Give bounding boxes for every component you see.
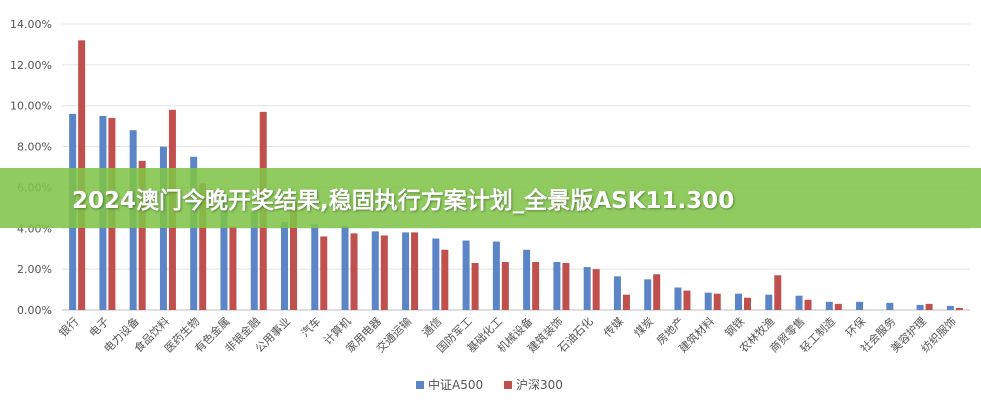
bar	[592, 269, 600, 310]
bar	[674, 287, 682, 310]
bar	[856, 301, 864, 310]
bar	[411, 232, 419, 310]
title-banner: 2024澳门今晚开奖结果,稳固执行方案计划_全景版ASK11.300	[0, 168, 981, 228]
bar	[341, 226, 349, 310]
banner-title: 2024澳门今晚开奖结果,稳固执行方案计划_全景版ASK11.300	[72, 188, 735, 214]
bar	[532, 261, 540, 310]
bar	[704, 292, 712, 310]
bar	[190, 156, 198, 310]
bar	[946, 305, 954, 310]
bar	[886, 302, 894, 310]
bar	[138, 160, 146, 310]
bar	[380, 235, 388, 310]
bar	[471, 263, 479, 310]
chart-gridlines	[62, 23, 970, 311]
bar	[492, 241, 500, 310]
bar	[523, 249, 531, 310]
legend-label: 沪深300	[516, 378, 563, 392]
bar	[825, 301, 833, 310]
x-tick-label: 环保	[843, 314, 868, 339]
bar	[644, 279, 652, 310]
bar	[311, 224, 319, 310]
x-tick-label: 电子	[87, 315, 112, 340]
bar	[774, 275, 782, 310]
bar	[281, 222, 288, 310]
bar	[250, 211, 258, 310]
legend-swatch	[504, 381, 512, 389]
x-tick-label: 汽车	[298, 314, 323, 339]
bar	[613, 276, 621, 310]
bar	[159, 146, 167, 310]
y-tick-label: 10.00%	[10, 100, 52, 113]
x-tick-label: 银行	[56, 314, 81, 339]
y-tick-label: 8.00%	[17, 141, 52, 154]
bar	[653, 274, 661, 310]
legend-label: 中证A500	[428, 377, 483, 392]
y-tick-label: 0.00%	[17, 304, 52, 317]
bar	[735, 293, 742, 310]
bar	[744, 297, 751, 310]
bar	[441, 249, 449, 310]
bar	[795, 295, 803, 310]
bar	[583, 267, 591, 310]
bar	[371, 231, 379, 310]
bar	[562, 263, 570, 310]
bar	[432, 238, 440, 310]
bar	[765, 294, 773, 310]
bar	[199, 183, 207, 310]
bar	[290, 201, 297, 310]
bar	[804, 299, 812, 310]
x-tick-label: 通信	[420, 315, 445, 340]
bar	[916, 304, 924, 310]
bar	[713, 293, 721, 310]
bar	[622, 294, 630, 310]
y-tick-label: 2.00%	[17, 263, 52, 276]
chart-legend: 中证A500 沪深300	[416, 377, 563, 392]
bar	[402, 232, 410, 310]
y-tick-label: 12.00%	[10, 59, 52, 72]
bar	[683, 290, 691, 310]
bar	[462, 240, 470, 310]
bar	[553, 261, 561, 310]
bar	[350, 233, 358, 310]
bar	[501, 261, 509, 310]
bar	[834, 303, 842, 310]
bar	[320, 236, 328, 310]
bar	[955, 307, 963, 310]
bar	[220, 195, 228, 310]
bar	[229, 226, 237, 310]
legend-swatch	[416, 381, 424, 389]
x-tick-label: 传媒	[601, 315, 626, 340]
bar	[925, 303, 933, 310]
y-tick-label: 14.00%	[10, 18, 52, 31]
x-tick-label: 煤炭	[632, 315, 657, 340]
x-tick-label: 钢铁	[722, 315, 747, 340]
